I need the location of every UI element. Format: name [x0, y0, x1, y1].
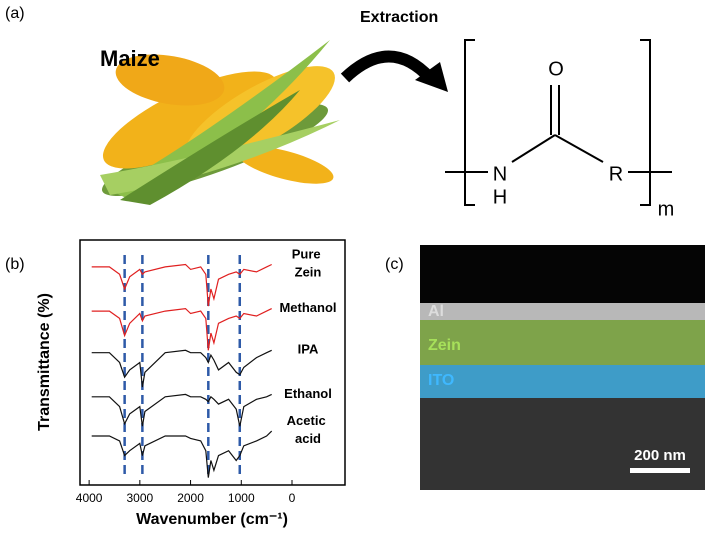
layer-label: Zein	[428, 337, 461, 354]
x-tick-label: 1000	[228, 491, 255, 505]
scale-bar-label: 200 nm	[634, 447, 686, 464]
panel-label: (b)	[5, 256, 25, 273]
corn-illustration	[100, 40, 340, 205]
x-tick-label: 0	[289, 491, 296, 505]
panel-label: (a)	[5, 5, 25, 22]
series-label: Acetic acid	[287, 414, 330, 447]
spectrum	[91, 349, 272, 388]
layer-label: ITO	[428, 372, 454, 389]
atom: N	[493, 163, 507, 185]
series-label: Ethanol	[284, 386, 332, 401]
x-tick-label: 3000	[126, 491, 153, 505]
spectrum	[91, 307, 272, 351]
arrow-head	[415, 62, 448, 92]
arrow-label: Extraction	[360, 9, 438, 26]
arrow	[340, 50, 435, 83]
atom: H	[493, 186, 507, 208]
y-axis-label: Transmittance (%)	[36, 293, 53, 431]
layer-label: Al	[428, 303, 444, 320]
spectrum	[91, 263, 272, 307]
series-label: Pure Zein	[292, 247, 325, 280]
atom: m	[658, 198, 675, 220]
spectrum	[91, 430, 273, 478]
spectrum	[91, 393, 272, 427]
structure	[445, 39, 672, 206]
plot-frame	[79, 239, 346, 486]
panel-label: (c)	[385, 256, 404, 273]
atom: O	[548, 58, 564, 80]
atom: R	[609, 163, 623, 185]
series-label: Methanol	[279, 300, 336, 315]
sem-image	[420, 245, 705, 490]
x-tick-label: 2000	[177, 491, 204, 505]
x-axis-label: Wavenumber (cm⁻¹)	[136, 511, 288, 528]
series-label: IPA	[298, 342, 319, 357]
plant-label: Maize	[100, 46, 160, 71]
x-tick-label: 4000	[76, 491, 103, 505]
